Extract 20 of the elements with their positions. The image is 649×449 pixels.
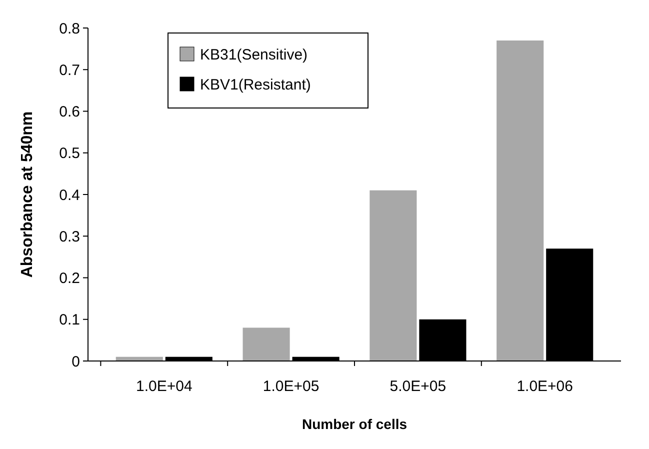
bar xyxy=(370,190,417,361)
x-tick-label: 1.0E+05 xyxy=(262,378,320,395)
y-tick-label: 0.2 xyxy=(59,270,80,287)
y-tick-label: 0.4 xyxy=(59,186,80,204)
legend-label: KBV1(Resistant) xyxy=(200,76,311,94)
y-tick-label: 0 xyxy=(72,353,80,370)
y-tick-label: 0.6 xyxy=(59,104,80,120)
y-tick-label: 0.7 xyxy=(59,62,80,79)
y-axis-title: Absorbance at 540nm xyxy=(19,111,36,278)
bar xyxy=(242,328,290,361)
x-axis-title: Number of cells xyxy=(302,416,408,432)
y-tick-label: 0.5 xyxy=(59,145,80,162)
bar xyxy=(496,40,544,361)
x-tick-label: 1.0E+06 xyxy=(516,378,574,395)
x-tick-label: 1.0E+04 xyxy=(136,378,192,395)
y-tick-label: 0.3 xyxy=(59,228,80,246)
y-tick-label: 0.8 xyxy=(59,20,80,38)
x-tick-label: 5.0E+05 xyxy=(390,378,446,395)
y-tick-label: 0.1 xyxy=(59,312,80,329)
legend-label: KB31(Sensitive) xyxy=(200,46,308,64)
